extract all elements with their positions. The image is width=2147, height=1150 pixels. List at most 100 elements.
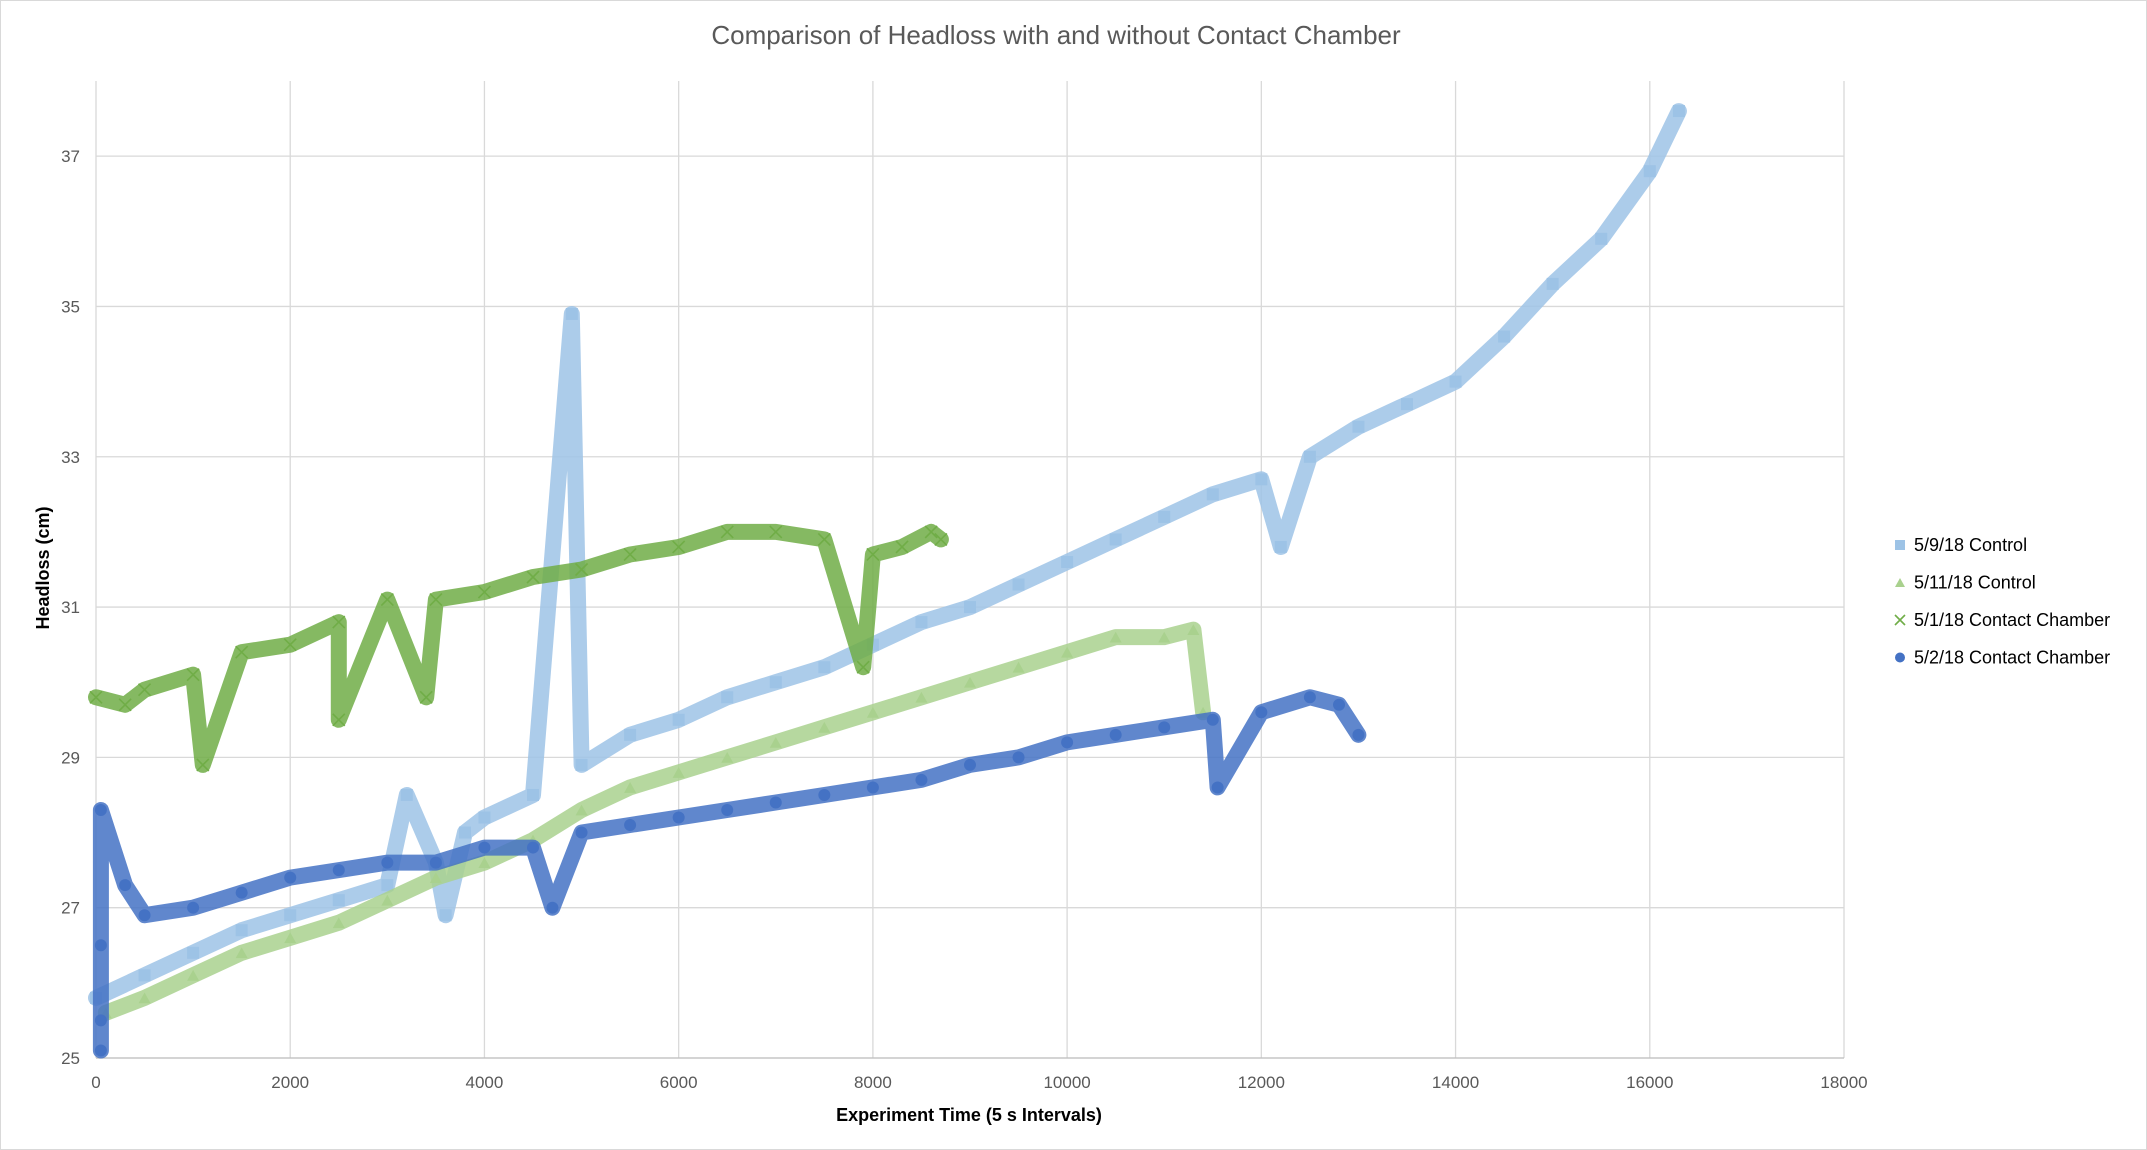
data-point	[1206, 488, 1219, 501]
x-tick-label: 12000	[1238, 1073, 1285, 1092]
data-point	[866, 547, 880, 562]
data-point	[575, 804, 588, 816]
data-point	[964, 601, 976, 614]
data-point	[1643, 165, 1656, 178]
data-point	[138, 992, 151, 1004]
data-point	[332, 917, 345, 929]
data-point	[439, 909, 452, 922]
data-point	[1061, 646, 1074, 658]
data-point	[419, 690, 433, 704]
legend: 5/9/18 Control 5/11/18 Control 5/1/18 Cont…	[1894, 535, 2110, 668]
data-point	[284, 932, 297, 944]
data-point	[94, 1044, 107, 1057]
data-point	[672, 767, 685, 778]
y-tick-label: 25	[61, 1049, 80, 1068]
data-point	[1274, 540, 1287, 553]
series-trend-band	[92, 689, 1367, 1059]
data-point	[381, 856, 394, 869]
data-point	[1255, 473, 1268, 486]
data-point	[138, 909, 151, 922]
data-point	[1672, 105, 1685, 118]
series-4	[92, 689, 1367, 1059]
data-point	[381, 879, 394, 892]
data-point	[235, 886, 248, 899]
x-tick-label: 16000	[1626, 1073, 1673, 1092]
legend-label: 5/2/18 Contact Chamber	[1914, 648, 2110, 668]
data-point	[138, 969, 151, 982]
data-point	[119, 879, 132, 892]
data-point	[924, 525, 938, 539]
data-point	[721, 751, 734, 763]
data-point	[818, 721, 831, 733]
data-points	[88, 103, 1687, 1059]
data-point	[94, 939, 107, 952]
data-point	[817, 532, 831, 547]
data-point	[429, 592, 443, 607]
data-point	[332, 615, 346, 629]
data-point	[118, 698, 132, 712]
data-point	[934, 532, 948, 547]
x-tick-label: 8000	[854, 1073, 892, 1092]
x-axis-title: Experiment Time (5 s Intervals)	[836, 1105, 1102, 1125]
data-point	[1158, 631, 1171, 643]
data-point	[672, 540, 686, 554]
data-point	[1187, 624, 1200, 636]
data-point	[672, 811, 685, 824]
data-point	[575, 826, 588, 839]
data-point	[477, 585, 492, 599]
data-point	[1206, 713, 1219, 726]
legend-marker	[1895, 540, 1905, 550]
data-point	[1333, 698, 1346, 711]
data-point	[624, 819, 637, 832]
data-point	[769, 736, 782, 748]
data-point	[565, 307, 578, 320]
data-point	[94, 803, 107, 816]
x-tick-label: 2000	[271, 1073, 309, 1092]
data-point	[1109, 728, 1122, 741]
data-point	[915, 773, 928, 786]
data-point	[332, 894, 345, 907]
data-point	[1012, 661, 1025, 673]
data-point	[332, 713, 346, 727]
data-point	[575, 758, 588, 771]
legend-marker	[1895, 578, 1905, 587]
legend-label: 5/11/18 Control	[1914, 573, 2036, 593]
data-point	[1595, 232, 1608, 245]
data-point	[1012, 578, 1025, 591]
data-point	[818, 788, 831, 801]
data-point	[1158, 510, 1171, 523]
data-point	[527, 788, 539, 801]
data-point	[624, 782, 637, 793]
data-point	[964, 676, 976, 688]
data-point	[1498, 330, 1511, 343]
data-point	[1012, 751, 1025, 764]
data-point	[380, 592, 394, 607]
data-point	[478, 811, 491, 824]
data-point	[915, 691, 928, 703]
data-point	[429, 872, 442, 884]
y-tick-label: 29	[61, 748, 80, 767]
data-point	[1109, 631, 1122, 643]
x-tick-label: 10000	[1043, 1073, 1090, 1092]
data-point	[866, 706, 879, 718]
data-point	[623, 547, 637, 562]
data-point	[284, 871, 297, 884]
data-point	[720, 525, 734, 539]
data-point	[1109, 533, 1122, 546]
y-tick-label: 27	[61, 899, 80, 918]
data-point	[526, 570, 540, 584]
data-point	[769, 796, 782, 809]
data-point	[769, 525, 783, 539]
data-point	[400, 788, 413, 801]
y-axis-title: Headloss (cm)	[33, 506, 53, 629]
data-point	[769, 676, 782, 689]
data-point	[459, 826, 472, 839]
data-point	[866, 781, 879, 794]
data-point	[478, 841, 491, 854]
data-point	[196, 758, 210, 772]
data-point	[546, 901, 559, 914]
data-point	[186, 668, 200, 682]
data-point	[1255, 706, 1268, 719]
data-point	[1061, 736, 1074, 749]
